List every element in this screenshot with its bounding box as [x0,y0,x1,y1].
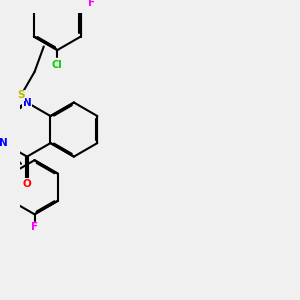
Text: F: F [31,222,38,232]
Text: Cl: Cl [52,60,63,70]
Text: O: O [23,179,32,189]
Text: F: F [88,0,95,8]
Text: S: S [17,90,25,100]
Text: N: N [0,138,8,148]
Text: N: N [23,98,32,107]
